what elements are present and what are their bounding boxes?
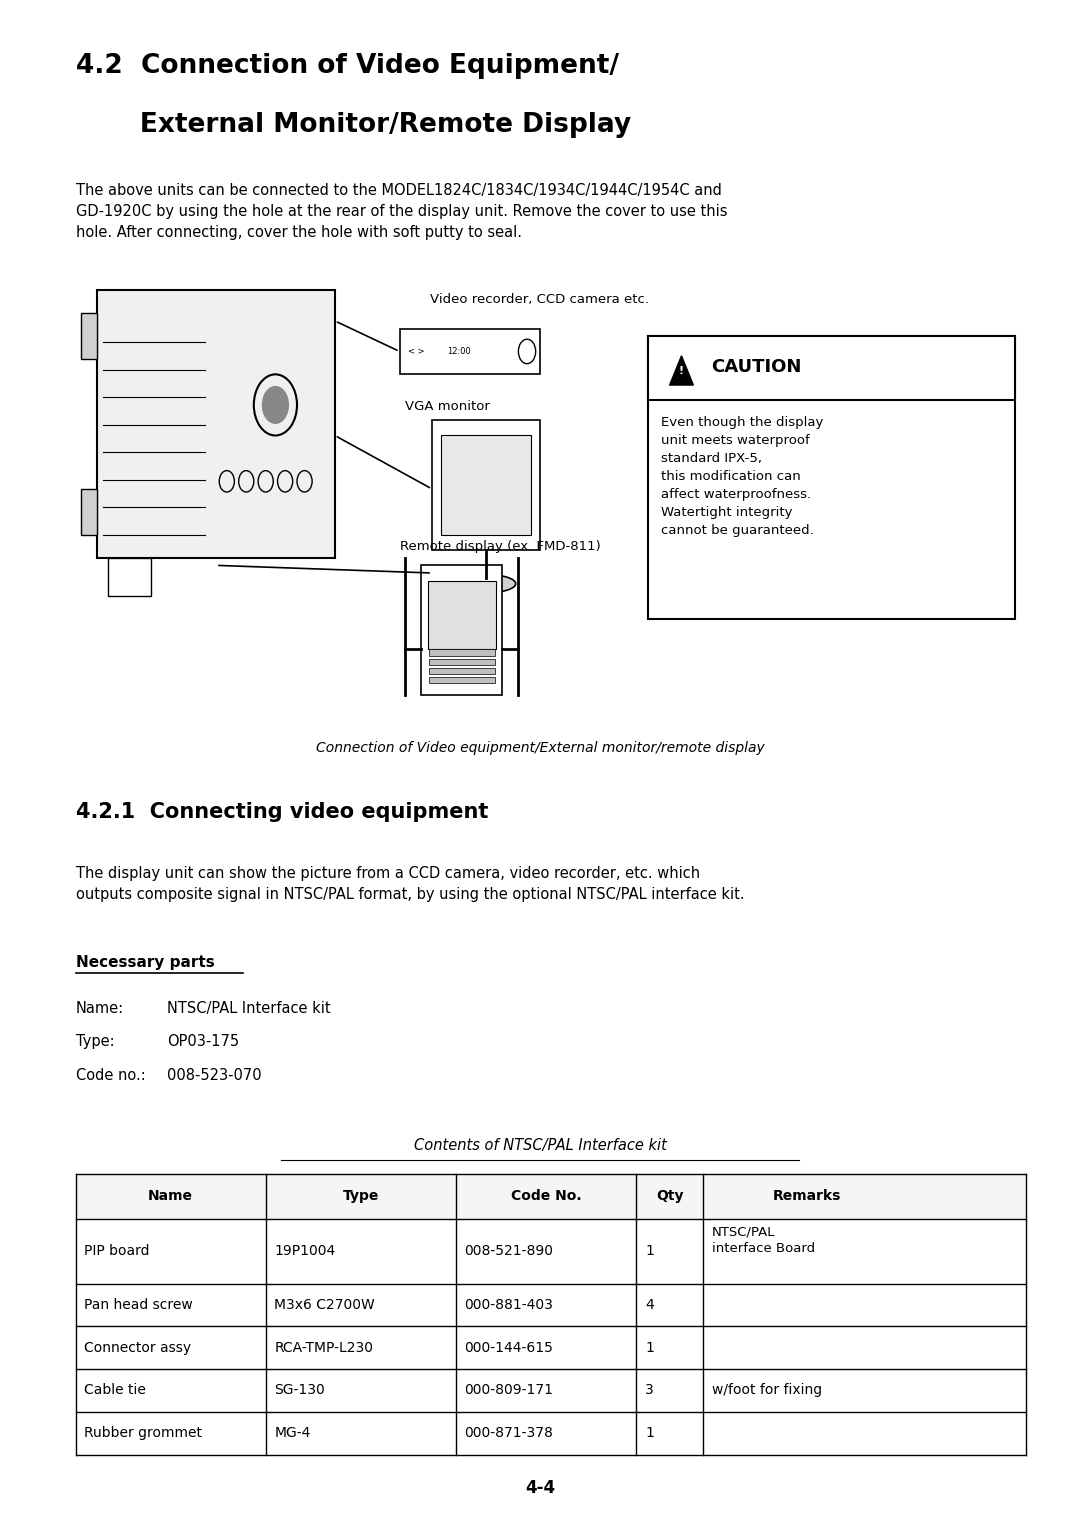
Text: 4.2.1  Connecting video equipment: 4.2.1 Connecting video equipment — [76, 802, 488, 822]
Text: 1: 1 — [645, 1340, 653, 1355]
FancyBboxPatch shape — [108, 558, 151, 596]
Text: 1: 1 — [645, 1426, 653, 1441]
Text: 4: 4 — [645, 1297, 653, 1313]
Text: Necessary parts: Necessary parts — [76, 955, 214, 970]
Text: RCA-TMP-L230: RCA-TMP-L230 — [274, 1340, 374, 1355]
Text: Remarks: Remarks — [773, 1189, 841, 1204]
Text: External Monitor/Remote Display: External Monitor/Remote Display — [76, 112, 631, 138]
Text: M3x6 C2700W: M3x6 C2700W — [274, 1297, 375, 1313]
Text: Connection of Video equipment/External monitor/remote display: Connection of Video equipment/External m… — [315, 741, 765, 755]
FancyBboxPatch shape — [76, 1174, 1026, 1219]
Text: 000-809-171: 000-809-171 — [464, 1383, 553, 1398]
FancyBboxPatch shape — [421, 565, 502, 695]
Text: Code No.: Code No. — [511, 1189, 581, 1204]
FancyBboxPatch shape — [76, 1369, 1026, 1412]
Text: PIP board: PIP board — [84, 1244, 150, 1259]
FancyBboxPatch shape — [400, 329, 540, 374]
Text: 4.2  Connection of Video Equipment/: 4.2 Connection of Video Equipment/ — [76, 53, 619, 79]
Text: Connector assy: Connector assy — [84, 1340, 191, 1355]
Text: Name: Name — [148, 1189, 193, 1204]
Ellipse shape — [457, 575, 516, 593]
Text: Type:: Type: — [76, 1034, 114, 1050]
Text: Cable tie: Cable tie — [84, 1383, 146, 1398]
FancyBboxPatch shape — [441, 435, 531, 535]
FancyBboxPatch shape — [97, 290, 335, 558]
Text: < >: < > — [408, 347, 424, 356]
FancyBboxPatch shape — [428, 581, 496, 649]
Text: Code no.:: Code no.: — [76, 1068, 146, 1083]
FancyBboxPatch shape — [76, 1412, 1026, 1455]
Text: VGA monitor: VGA monitor — [405, 399, 490, 413]
FancyBboxPatch shape — [429, 668, 495, 674]
FancyBboxPatch shape — [432, 420, 540, 550]
FancyBboxPatch shape — [81, 313, 97, 359]
Text: 000-881-403: 000-881-403 — [464, 1297, 553, 1313]
FancyBboxPatch shape — [429, 649, 495, 656]
Text: MG-4: MG-4 — [274, 1426, 311, 1441]
Text: 19P1004: 19P1004 — [274, 1244, 336, 1259]
Text: Video recorder, CCD camera etc.: Video recorder, CCD camera etc. — [431, 292, 649, 306]
Text: 3: 3 — [645, 1383, 653, 1398]
Text: The above units can be connected to the MODEL1824C/1834C/1934C/1944C/1954C and
G: The above units can be connected to the … — [76, 183, 727, 240]
Text: CAUTION: CAUTION — [711, 358, 801, 376]
Text: w/foot for fixing: w/foot for fixing — [712, 1383, 822, 1398]
Text: Pan head screw: Pan head screw — [84, 1297, 193, 1313]
Text: Type: Type — [342, 1189, 379, 1204]
Text: Remote display (ex. FMD-811): Remote display (ex. FMD-811) — [400, 539, 600, 553]
Text: 000-144-615: 000-144-615 — [464, 1340, 553, 1355]
Text: The display unit can show the picture from a CCD camera, video recorder, etc. wh: The display unit can show the picture fr… — [76, 866, 744, 903]
FancyBboxPatch shape — [648, 336, 1015, 619]
FancyBboxPatch shape — [648, 336, 1015, 400]
Text: 4-4: 4-4 — [525, 1479, 555, 1497]
Polygon shape — [670, 356, 693, 385]
FancyBboxPatch shape — [76, 1284, 1026, 1326]
Text: Qty: Qty — [656, 1189, 684, 1204]
FancyBboxPatch shape — [76, 1326, 1026, 1369]
Circle shape — [262, 387, 288, 423]
Text: Contents of NTSC/PAL Interface kit: Contents of NTSC/PAL Interface kit — [414, 1138, 666, 1154]
Text: Even though the display
unit meets waterproof
standard IPX-5,
this modification : Even though the display unit meets water… — [661, 416, 823, 536]
Text: 008-523-070: 008-523-070 — [167, 1068, 262, 1083]
Text: Name:: Name: — [76, 1001, 124, 1016]
Text: OP03-175: OP03-175 — [167, 1034, 240, 1050]
Text: Rubber grommet: Rubber grommet — [84, 1426, 202, 1441]
FancyBboxPatch shape — [81, 489, 97, 535]
FancyBboxPatch shape — [429, 677, 495, 683]
Text: NTSC/PAL Interface kit: NTSC/PAL Interface kit — [167, 1001, 332, 1016]
Text: SG-130: SG-130 — [274, 1383, 325, 1398]
Text: !: ! — [679, 365, 684, 376]
Text: 008-521-890: 008-521-890 — [464, 1244, 553, 1259]
Text: 12:00: 12:00 — [447, 347, 471, 356]
Text: NTSC/PAL
interface Board: NTSC/PAL interface Board — [712, 1225, 814, 1256]
Text: 1: 1 — [645, 1244, 653, 1259]
FancyBboxPatch shape — [429, 659, 495, 665]
FancyBboxPatch shape — [76, 1219, 1026, 1284]
Text: 000-871-378: 000-871-378 — [464, 1426, 553, 1441]
